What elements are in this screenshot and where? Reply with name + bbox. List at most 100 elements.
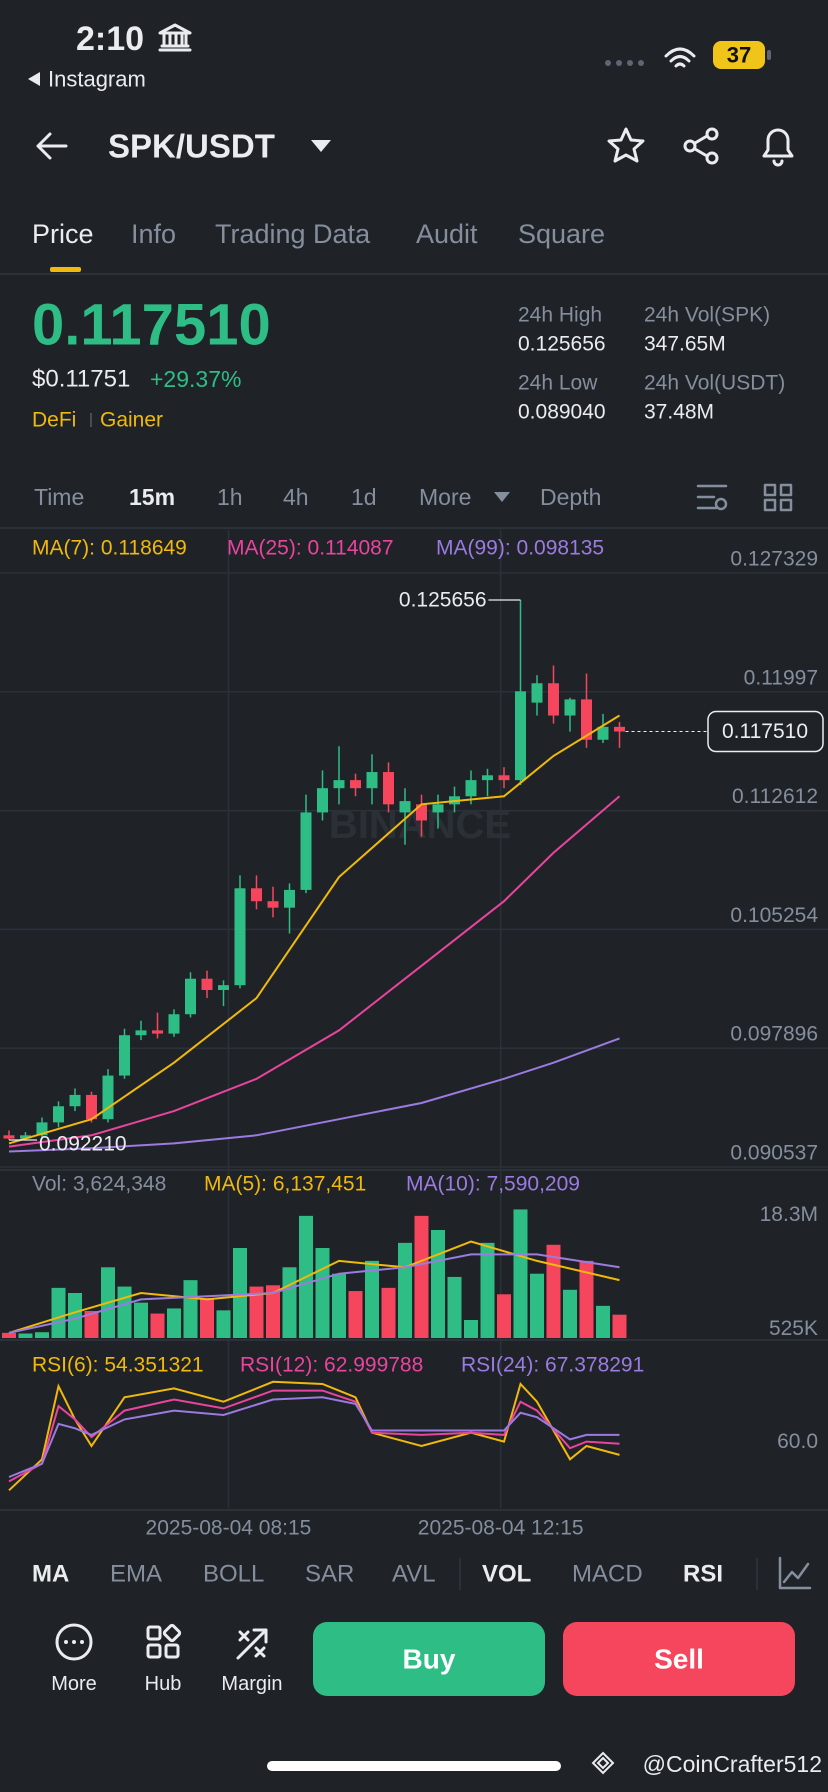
last-price-box: [707, 710, 824, 753]
indicator-line: [8, 1396, 620, 1478]
layout-icon[interactable]: [763, 483, 793, 512]
alert-icon[interactable]: [762, 128, 794, 167]
volume-bar: [497, 1294, 511, 1338]
indicator-line: [8, 1380, 620, 1492]
volume-bar: [513, 1209, 528, 1338]
interval[interactable]: Time: [34, 484, 84, 510]
battery-level: 37: [727, 43, 751, 68]
volume-bar: [447, 1276, 462, 1338]
indicator[interactable]: MACD: [572, 1561, 643, 1588]
indicator[interactable]: SAR: [305, 1561, 354, 1588]
action-label[interactable]: More: [51, 1673, 97, 1695]
indicator[interactable]: AVL: [392, 1561, 436, 1588]
sell-label[interactable]: Sell: [654, 1644, 704, 1675]
stat-value: 347.65M: [644, 333, 726, 356]
candle-body: [53, 1106, 64, 1123]
volume-bar: [563, 1289, 577, 1338]
watermark: @CoinCrafter512: [643, 1751, 822, 1777]
volume-bar: [282, 1267, 297, 1338]
favorite-icon[interactable]: [607, 127, 645, 163]
share-icon[interactable]: [683, 127, 719, 165]
volume-bar: [579, 1260, 594, 1338]
indicator[interactable]: RSI: [683, 1561, 723, 1588]
volume-bar: [183, 1280, 198, 1338]
y-tick-label: 18.3M: [760, 1203, 818, 1226]
action-label[interactable]: Margin: [221, 1673, 282, 1695]
back-arrow[interactable]: [36, 132, 68, 160]
margin-icon[interactable]: [236, 1628, 268, 1660]
candle-body: [333, 780, 345, 789]
back-triangle[interactable]: [28, 72, 40, 86]
interval[interactable]: More: [419, 484, 471, 510]
last-price-label: 0.117510: [722, 720, 808, 743]
legend-entry: MA(10): 7,590,209: [406, 1173, 580, 1196]
x-tick-label: 2025-08-04 12:15: [418, 1517, 584, 1540]
volume-bar: [167, 1308, 181, 1338]
volume-bar: [150, 1313, 165, 1338]
indicator[interactable]: EMA: [110, 1561, 162, 1588]
interval[interactable]: Depth: [540, 484, 601, 510]
legend-entry: MA(7): 0.118649: [32, 537, 187, 560]
volume-bar: [398, 1242, 412, 1338]
chart-settings-icon[interactable]: [778, 1556, 812, 1590]
price-change: +29.37%: [150, 366, 241, 392]
legend-entry: MA(25): 0.114087: [227, 537, 394, 560]
action-label[interactable]: Hub: [145, 1673, 182, 1695]
candle-body: [102, 1075, 114, 1120]
volume-bar: [546, 1244, 561, 1338]
interval[interactable]: 15m: [129, 484, 175, 510]
battery-tip: [767, 50, 771, 60]
candle-body: [3, 1135, 15, 1139]
indicator[interactable]: VOL: [482, 1561, 531, 1588]
indicator-line: [8, 1253, 620, 1334]
candle-body: [218, 985, 229, 991]
indicator-line: [8, 795, 621, 1148]
tab[interactable]: Trading Data: [215, 219, 371, 249]
candle-body: [581, 699, 592, 740]
tab[interactable]: Square: [518, 219, 605, 249]
buy-label[interactable]: Buy: [403, 1644, 456, 1675]
more-icon[interactable]: [55, 1623, 93, 1661]
volume-bar: [84, 1311, 99, 1338]
volume-bar: [381, 1287, 396, 1338]
tab[interactable]: Info: [131, 219, 176, 249]
last-price: 0.117510: [32, 293, 271, 358]
tab[interactable]: Audit: [416, 219, 478, 249]
back-label[interactable]: Instagram: [48, 67, 146, 92]
candle-body: [564, 699, 576, 716]
settings-icon[interactable]: [696, 484, 728, 510]
hub-icon[interactable]: [146, 1623, 182, 1659]
indicator-line: [8, 1389, 620, 1483]
sell-button[interactable]: [563, 1622, 795, 1696]
bank-icon: [158, 23, 192, 52]
stat-label: 24h Vol(SPK): [644, 304, 770, 327]
candle-body: [317, 788, 328, 813]
tab[interactable]: Price: [32, 219, 94, 249]
tag[interactable]: DeFi: [32, 409, 76, 432]
interval[interactable]: 1d: [351, 484, 377, 510]
interval[interactable]: 1h: [217, 484, 243, 510]
volume-bar: [480, 1242, 495, 1338]
low-annotation: 0.092210: [39, 1132, 127, 1155]
indicator[interactable]: BOLL: [203, 1561, 264, 1588]
pair-dropdown[interactable]: [311, 140, 331, 152]
tab-indicator: [50, 267, 81, 272]
candle-body: [366, 772, 378, 789]
pair-title[interactable]: SPK/USDT: [108, 128, 275, 165]
indicator-line: [8, 1240, 620, 1334]
indicator[interactable]: MA: [32, 1561, 69, 1588]
legend-entry: RSI(24): 67.378291: [461, 1354, 644, 1377]
more-caret[interactable]: [494, 492, 510, 502]
y-tick-label: 0.112612: [732, 785, 818, 808]
usd-price: $0.11751: [32, 366, 130, 393]
tag[interactable]: Gainer: [100, 409, 163, 432]
buy-button[interactable]: [313, 1622, 545, 1696]
x-tick-label: 2025-08-04 08:15: [146, 1517, 312, 1540]
volume-bar: [414, 1215, 429, 1338]
candle-body: [86, 1094, 97, 1120]
stat-value: 37.48M: [644, 401, 714, 424]
stat-label: 24h Low: [518, 372, 598, 395]
candle-body: [399, 801, 411, 813]
candle-body: [597, 726, 609, 740]
interval[interactable]: 4h: [283, 484, 309, 510]
